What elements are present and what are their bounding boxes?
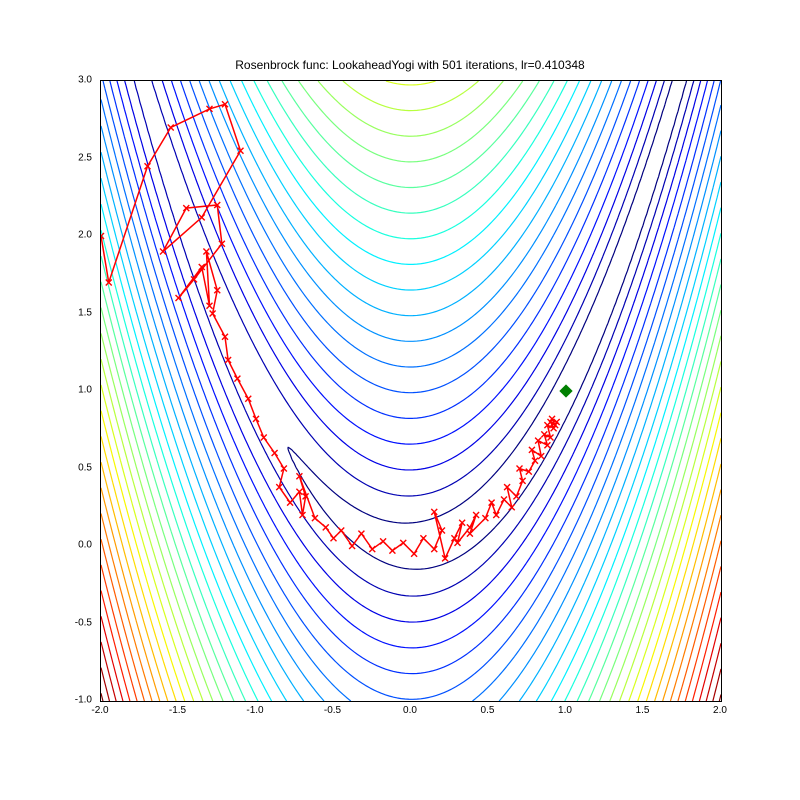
trajectory-marker (245, 396, 251, 402)
x-tick: 1.0 (558, 705, 572, 716)
trajectory-marker (199, 214, 205, 220)
y-tick: -1.0 (75, 695, 92, 706)
trajectory-marker (358, 531, 364, 537)
trajectory-marker (287, 500, 293, 506)
trajectory-marker (261, 435, 267, 441)
x-tick: -0.5 (324, 705, 341, 716)
trajectory-marker (431, 546, 437, 552)
trajectory-marker (349, 543, 355, 549)
trajectory-marker (411, 551, 417, 557)
y-tick: -0.5 (75, 617, 92, 628)
trajectory-marker (234, 376, 240, 382)
trajectory-marker (482, 515, 488, 521)
y-tick: 0.5 (78, 462, 92, 473)
trajectory-marker (369, 546, 375, 552)
trajectory-marker (501, 497, 507, 503)
trajectory-marker (331, 535, 337, 541)
x-tick: -1.0 (246, 705, 263, 716)
y-tick: 2.5 (78, 152, 92, 163)
plot-area (100, 80, 720, 700)
trajectory-marker (338, 528, 344, 534)
trajectory-marker (439, 528, 445, 534)
y-tick: 1.0 (78, 385, 92, 396)
chart-title: Rosenbrock func: LookaheadYogi with 501 … (100, 58, 720, 72)
plot-svg (100, 80, 722, 702)
trajectory-marker (513, 493, 519, 499)
x-tick: -2.0 (91, 705, 108, 716)
trajectory-line (101, 104, 557, 558)
trajectory-marker (272, 450, 278, 456)
y-tick: 1.5 (78, 307, 92, 318)
trajectory-marker (168, 125, 174, 131)
trajectory-marker (420, 535, 426, 541)
trajectory-marker (253, 416, 259, 422)
x-tick: 1.5 (636, 705, 650, 716)
trajectory-marker (380, 538, 386, 544)
y-tick: 3.0 (78, 75, 92, 86)
x-tick: 0.0 (403, 705, 417, 716)
y-tick: 0.0 (78, 540, 92, 551)
x-tick: 0.5 (481, 705, 495, 716)
minimum-marker (559, 384, 572, 397)
y-tick: 2.0 (78, 230, 92, 241)
x-tick: 2.0 (713, 705, 727, 716)
x-tick: -1.5 (169, 705, 186, 716)
trajectory-marker (323, 524, 329, 530)
trajectory-marker (400, 540, 406, 546)
trajectory-marker (389, 548, 395, 554)
